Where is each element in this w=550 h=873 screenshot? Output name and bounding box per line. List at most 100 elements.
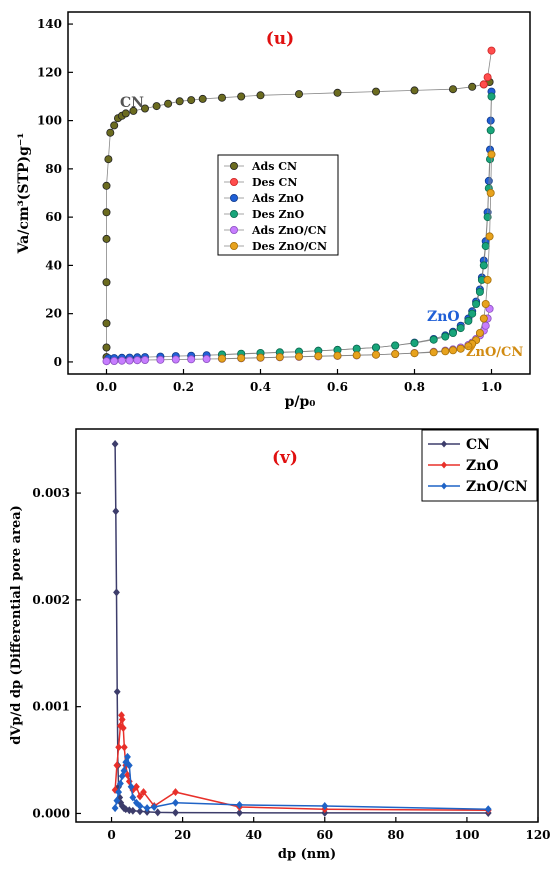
legend-marker: [441, 461, 447, 469]
data-point-des-zno: [371, 343, 380, 352]
data-point-des-zno: [481, 242, 490, 251]
data-point-des-cn: [479, 80, 488, 89]
legend-item-des-cn: Des CN: [224, 176, 297, 189]
panel-u-y-tick-label: 140: [37, 17, 62, 31]
data-point-zno-cn: [124, 752, 131, 761]
legend-marker: [229, 209, 238, 218]
panel-u-isotherm-chart: 0.0 0.2 0.4 0.6 0.8 1.0 0 20 40 60 80 100 120 140 (u)…: [16, 11, 531, 410]
data-point-ads-zno-cn: [140, 355, 149, 364]
data-point-des-zno-cn: [483, 275, 492, 284]
data-point-des-zno: [487, 92, 496, 101]
data-point-zno-cn: [111, 804, 119, 813]
data-point-cn: [172, 808, 179, 817]
data-point-ads-cn: [129, 106, 138, 115]
panel-u-x-tick-label: 0.6: [327, 380, 348, 394]
data-point-des-zno: [483, 213, 492, 222]
data-point-des-zno-cn: [464, 342, 473, 351]
legend-label: Des CN: [252, 176, 297, 189]
data-point-des-zno: [448, 328, 457, 337]
data-point-ads-zno-cn: [481, 321, 490, 330]
data-point-cn: [113, 588, 120, 597]
data-point-ads-cn: [140, 104, 149, 113]
annotation-zno: ZnO: [427, 309, 460, 325]
data-point-ads-cn: [104, 155, 113, 164]
data-point-zno: [133, 782, 140, 791]
data-point-ads-zno-cn: [117, 356, 126, 365]
panel-u-y-tick-label: 40: [45, 258, 62, 272]
data-point-des-zno: [391, 341, 400, 350]
data-point-zno-cn: [172, 798, 179, 807]
panel-u-x-tick-label: 0.2: [173, 380, 194, 394]
data-point-des-zno: [472, 299, 481, 308]
data-point-zno: [117, 721, 124, 730]
data-point-des-zno-cn: [486, 188, 495, 197]
panel-u-legend: Ads CN Des CN Ads ZnO Des ZnO Ads ZnO/CN Des …: [217, 154, 339, 256]
panel-v-y-tick-label: 0.002: [32, 593, 70, 607]
data-point-des-zno: [468, 309, 477, 318]
data-point-zno: [115, 743, 123, 752]
data-point-ads-cn: [164, 99, 173, 108]
legend-label: Ads ZnO/CN: [251, 224, 327, 237]
data-point-cn: [236, 808, 243, 817]
data-point-cn: [136, 807, 144, 816]
data-point-cn: [122, 805, 130, 814]
data-point-ads-cn: [102, 181, 111, 190]
data-point-ads-zno-cn: [110, 356, 119, 365]
legend-label: Ads ZnO: [251, 192, 304, 205]
data-point-des-zno-cn: [456, 344, 465, 353]
data-point-des-zno-cn: [237, 354, 246, 363]
legend-marker: [229, 161, 238, 170]
data-point-zno: [119, 724, 127, 732]
data-point-ads-cn: [371, 87, 380, 96]
legend-item-zno-cn: ZnO/CN: [428, 479, 528, 495]
data-point-ads-zno-cn: [133, 356, 142, 365]
data-point-ads-cn: [175, 97, 184, 106]
data-point-ads-cn: [110, 121, 119, 130]
data-point-des-zno-cn: [391, 349, 400, 358]
panel-u-y-tick-label: 120: [37, 65, 62, 79]
data-point-des-zno-cn: [256, 353, 265, 362]
data-point-des-zno-cn: [314, 352, 323, 361]
data-point-ads-cn: [294, 90, 303, 99]
data-point-zno-cn: [113, 796, 121, 805]
data-point-des-zno: [410, 339, 419, 348]
data-point-cn: [113, 687, 121, 696]
data-point-zno-cn: [484, 805, 492, 814]
data-point-cn: [129, 806, 137, 815]
data-point-ads-zno-cn: [171, 355, 180, 364]
panel-u-y-tick-label: 80: [45, 162, 62, 176]
data-point-des-zno-cn: [448, 346, 457, 355]
series-des-zno-cn: [217, 150, 496, 363]
data-point-des-zno-cn: [485, 232, 494, 241]
legend-marker: [229, 177, 238, 186]
data-point-ads-zno-cn: [102, 357, 111, 366]
series-zno-cn: [111, 752, 492, 814]
data-point-des-zno-cn: [475, 328, 484, 337]
legend-item-ads-zno-cn: Ads ZnO/CN: [224, 224, 327, 237]
data-point-ads-zno-cn: [202, 354, 211, 363]
data-point-zno-cn: [117, 779, 124, 788]
data-point-ads-cn: [102, 278, 111, 287]
data-point-ads-cn: [152, 102, 161, 111]
data-point-ads-zno-cn: [125, 356, 134, 365]
legend-label: Ads CN: [251, 160, 297, 173]
panel-u-x-tick-label: 1.0: [481, 380, 502, 394]
panel-u-x-tick-label: 0.4: [250, 380, 271, 394]
panel-u-y-tick-label: 100: [37, 114, 62, 128]
data-point-des-zno-cn: [410, 349, 419, 358]
panel-v-label: (v): [272, 448, 298, 468]
data-point-des-zno-cn: [333, 351, 342, 360]
legend-item-des-zno-cn: Des ZnO/CN: [224, 240, 327, 253]
data-point-zno: [140, 788, 147, 797]
data-point-des-zno: [475, 287, 484, 296]
annotation-cn: CN: [120, 95, 144, 111]
panel-u-y-axis-label: Va/cm³(STP)g⁻¹: [16, 133, 32, 255]
data-point-ads-cn: [448, 85, 457, 94]
legend-label: ZnO: [466, 458, 499, 474]
data-point-des-cn: [483, 73, 492, 82]
data-point-ads-cn: [187, 96, 196, 105]
panel-v-y-axis-label: dVp/d dp (Differential pore area): [9, 505, 24, 745]
data-point-zno-cn: [136, 802, 144, 810]
data-point-des-zno-cn: [429, 348, 438, 357]
